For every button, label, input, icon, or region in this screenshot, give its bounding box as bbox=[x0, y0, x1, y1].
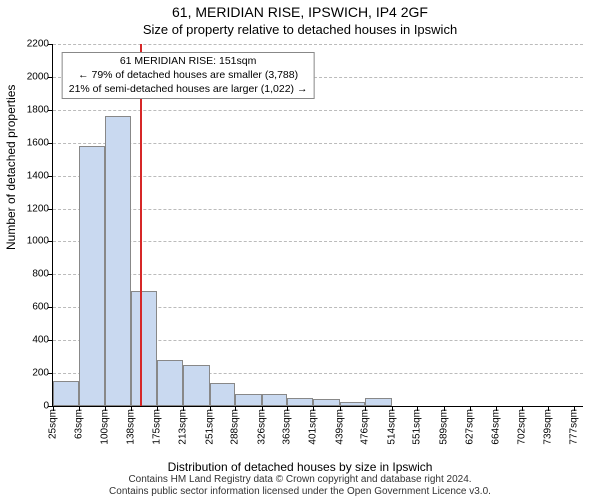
annotation-line: ← 79% of detached houses are smaller (3,… bbox=[69, 69, 308, 83]
x-tick-label: 251sqm bbox=[204, 406, 215, 445]
gridline bbox=[53, 241, 583, 242]
footer-line: Contains public sector information licen… bbox=[0, 486, 600, 498]
x-tick-label: 551sqm bbox=[412, 406, 423, 445]
x-tick-label: 777sqm bbox=[568, 406, 579, 445]
histogram-bar bbox=[365, 398, 391, 406]
x-tick-label: 476sqm bbox=[360, 406, 371, 445]
gridline bbox=[53, 143, 583, 144]
x-tick-label: 589sqm bbox=[438, 406, 449, 445]
histogram-plot: 0200400600800100012001400160018002000220… bbox=[52, 44, 583, 407]
gridline bbox=[53, 44, 583, 45]
histogram-bar bbox=[287, 398, 313, 406]
y-tick-label: 600 bbox=[32, 302, 53, 313]
histogram-bar bbox=[183, 365, 209, 406]
x-tick-label: 100sqm bbox=[99, 406, 110, 445]
histogram-bar bbox=[131, 291, 157, 406]
x-tick-label: 25sqm bbox=[48, 406, 59, 439]
footer-line: Contains HM Land Registry data © Crown c… bbox=[0, 474, 600, 486]
footer-attribution: Contains HM Land Registry data © Crown c… bbox=[0, 474, 600, 498]
x-tick-label: 63sqm bbox=[74, 406, 85, 439]
histogram-bar bbox=[53, 381, 79, 406]
histogram-bar bbox=[262, 394, 288, 406]
y-tick-label: 200 bbox=[32, 368, 53, 379]
chart-subtitle: Size of property relative to detached ho… bbox=[0, 22, 600, 37]
annotation-box: 61 MERIDIAN RISE: 151sqm← 79% of detache… bbox=[62, 52, 315, 99]
histogram-bar bbox=[157, 360, 183, 406]
histogram-bar bbox=[105, 116, 131, 406]
y-tick-label: 1800 bbox=[27, 104, 53, 115]
y-tick-label: 400 bbox=[32, 335, 53, 346]
y-axis-label: Number of detached properties bbox=[4, 85, 18, 250]
y-tick-label: 1400 bbox=[27, 170, 53, 181]
x-tick-label: 288sqm bbox=[230, 406, 241, 445]
x-tick-label: 627sqm bbox=[465, 406, 476, 445]
gridline bbox=[53, 176, 583, 177]
y-tick-label: 1600 bbox=[27, 137, 53, 148]
x-tick-label: 138sqm bbox=[126, 406, 137, 445]
x-axis-label: Distribution of detached houses by size … bbox=[0, 460, 600, 474]
histogram-bar bbox=[313, 399, 339, 406]
x-tick-label: 439sqm bbox=[334, 406, 345, 445]
x-tick-label: 514sqm bbox=[386, 406, 397, 445]
x-tick-label: 401sqm bbox=[308, 406, 319, 445]
y-tick-label: 1000 bbox=[27, 236, 53, 247]
histogram-bar bbox=[210, 383, 236, 406]
y-tick-label: 2000 bbox=[27, 71, 53, 82]
y-tick-label: 2200 bbox=[27, 39, 53, 50]
x-tick-label: 175sqm bbox=[151, 406, 162, 445]
y-tick-label: 800 bbox=[32, 269, 53, 280]
x-tick-label: 213sqm bbox=[178, 406, 189, 445]
x-tick-label: 664sqm bbox=[490, 406, 501, 445]
gridline bbox=[53, 110, 583, 111]
y-tick-label: 1200 bbox=[27, 203, 53, 214]
x-tick-label: 326sqm bbox=[256, 406, 267, 445]
x-tick-label: 363sqm bbox=[282, 406, 293, 445]
annotation-line: 21% of semi-detached houses are larger (… bbox=[69, 83, 308, 97]
histogram-bar bbox=[79, 146, 105, 406]
annotation-line: 61 MERIDIAN RISE: 151sqm bbox=[69, 55, 308, 69]
x-tick-label: 739sqm bbox=[542, 406, 553, 445]
chart-title: 61, MERIDIAN RISE, IPSWICH, IP4 2GF bbox=[0, 4, 600, 20]
gridline bbox=[53, 274, 583, 275]
x-tick-label: 702sqm bbox=[517, 406, 528, 445]
histogram-bar bbox=[235, 394, 261, 406]
gridline bbox=[53, 209, 583, 210]
